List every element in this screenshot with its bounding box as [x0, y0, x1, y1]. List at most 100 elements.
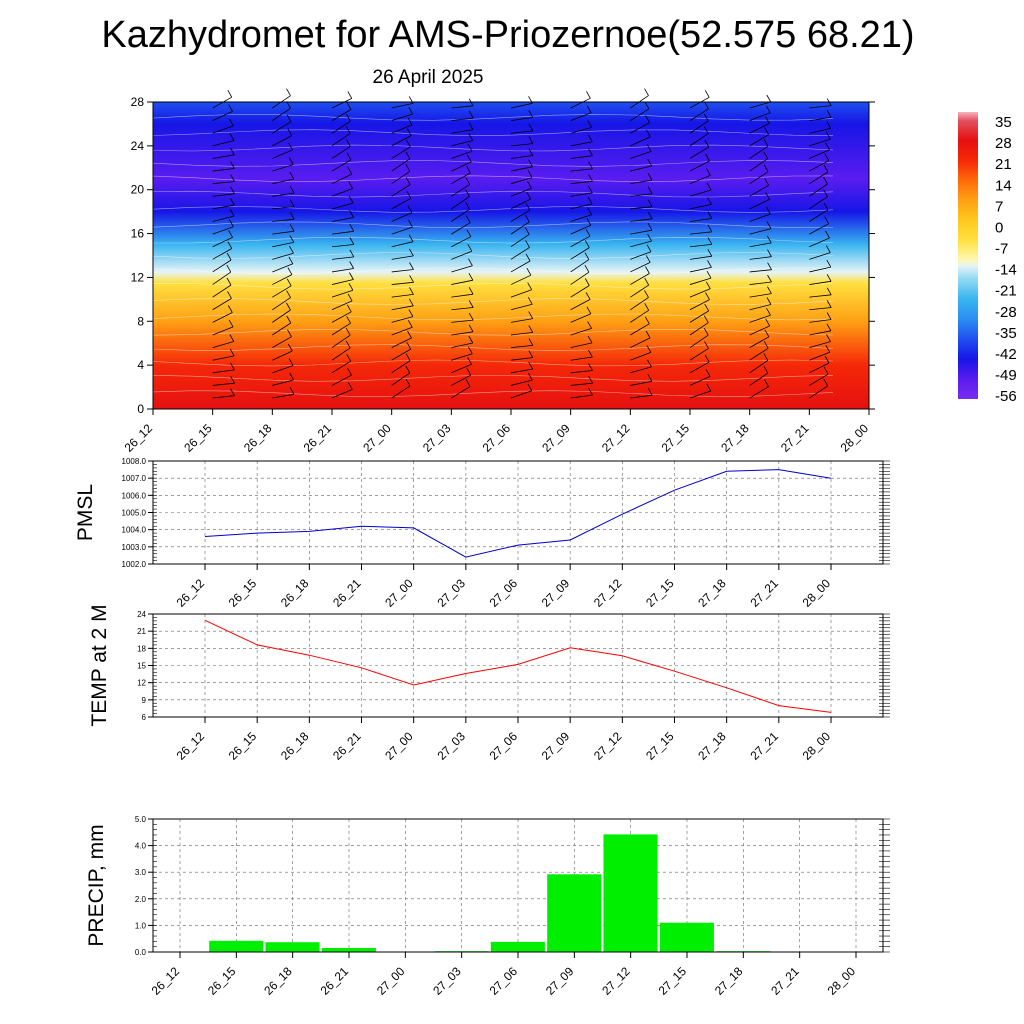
- wind-barb-staff: [451, 353, 473, 361]
- y-tick-label: 18: [137, 644, 146, 653]
- wind-barb-flag: [230, 388, 235, 396]
- wind-barb-flag: [704, 354, 710, 363]
- wind-barb-flag: [766, 94, 772, 103]
- wind-barb-flag: [408, 219, 413, 228]
- wind-barb-staff: [689, 175, 711, 185]
- wind-barb-staff: [570, 192, 593, 197]
- wind-barb-staff: [510, 368, 533, 374]
- isotherm-lines: [152, 114, 834, 397]
- wind-barb-staff: [630, 394, 653, 399]
- wind-barb-flag: [528, 325, 534, 333]
- wind-barb-flag: [229, 208, 235, 217]
- wind-barb-staff: [630, 284, 649, 298]
- wind-barb-staff: [391, 337, 412, 348]
- wind-barb-flag: [588, 185, 593, 194]
- wind-barb-staff: [510, 332, 533, 336]
- wind-barb-staff: [451, 196, 470, 210]
- wind-barb-staff: [510, 318, 533, 323]
- isotherm-line: [152, 344, 834, 351]
- x-tick-label: 26_21: [330, 729, 364, 763]
- wind-barb-flag: [349, 237, 355, 245]
- wind-barb-flag: [226, 252, 232, 261]
- wind-barb-flag: [645, 115, 650, 123]
- wind-barb-staff: [451, 117, 474, 122]
- wind-barb-flag: [764, 379, 769, 387]
- wind-barb-flag: [705, 153, 710, 162]
- precip-bar: [603, 834, 658, 952]
- wind-barb-flag: [528, 350, 534, 358]
- wind-barb-flag: [763, 341, 769, 349]
- precip-panel: 0.0 1.0 2.0 3.0 4.0 5.0 26_12 26_15 26_18 26_21 27…: [85, 815, 890, 998]
- wind-barb-staff: [451, 319, 474, 323]
- x-tick-label: 27_06: [487, 729, 521, 763]
- wind-barb-flag: [825, 142, 830, 150]
- wind-barb-flag: [647, 388, 653, 396]
- x-tick-label: 27_06: [487, 964, 521, 998]
- colorbar-label: 7: [995, 198, 1003, 215]
- wind-barb-flag: [349, 261, 355, 269]
- wind-barb-staff: [510, 198, 531, 210]
- wind-barb-flag: [289, 171, 295, 180]
- wind-barb-staff: [272, 322, 292, 336]
- wind-barb-staff: [391, 212, 412, 222]
- y-tick-label: 21: [137, 627, 146, 636]
- wind-barb-staff: [809, 351, 830, 361]
- wind-barb-flag: [346, 304, 352, 312]
- wind-barb-staff: [630, 136, 651, 147]
- wind-barb-flag: [348, 181, 353, 189]
- wind-barb-flag: [825, 245, 831, 253]
- wind-barb-staff: [331, 322, 351, 336]
- wind-barb-flag: [346, 354, 352, 362]
- wind-barb-flag: [528, 110, 534, 118]
- wind-barb-flag: [286, 302, 291, 311]
- wind-barb-staff: [570, 141, 593, 147]
- isotherm-line: [152, 221, 834, 229]
- wind-barb-flag: [227, 90, 233, 98]
- x-tick-label: 26_18: [261, 964, 295, 998]
- wind-barb-flag: [704, 139, 710, 148]
- wind-barb-staff: [689, 390, 711, 399]
- wind-barb-staff: [212, 168, 235, 172]
- wind-barb-flag: [406, 139, 411, 148]
- wind-barb-staff: [451, 386, 471, 399]
- x-tick-label: 26_21: [330, 576, 364, 610]
- wind-barb-flag: [525, 240, 530, 248]
- wind-barb-staff: [570, 247, 590, 260]
- wind-barb-flag: [347, 91, 353, 99]
- wind-barb-flag: [765, 318, 771, 327]
- wind-barb-staff: [451, 236, 472, 248]
- wind-barb-staff: [272, 164, 294, 172]
- wind-barb-staff: [331, 133, 351, 147]
- colorbar-label: -56: [995, 388, 1017, 405]
- wind-barb-flag: [348, 195, 354, 204]
- wind-barb-staff: [510, 143, 533, 147]
- wind-barb-staff: [212, 154, 235, 159]
- wind-barb-flag: [528, 136, 534, 144]
- wind-barb-staff: [570, 214, 592, 222]
- x-tick-label: 27_18: [712, 964, 746, 998]
- wind-barb-flag: [528, 123, 534, 132]
- wind-barb-flag: [647, 223, 653, 231]
- wind-barb-staff: [630, 366, 652, 374]
- wind-barb-flag: [647, 374, 653, 382]
- x-tick-label: 27_15: [643, 576, 677, 610]
- x-tick-label: 27_03: [434, 576, 468, 610]
- wind-barb-flag: [765, 105, 771, 113]
- wind-barb-staff: [451, 250, 472, 260]
- wind-barb-staff: [331, 109, 352, 121]
- wind-barb-staff: [331, 120, 351, 134]
- wind-barb-staff: [451, 363, 472, 374]
- wind-barb-flag: [825, 131, 831, 140]
- wind-barb-staff: [451, 222, 471, 235]
- wind-barb-staff: [510, 303, 533, 311]
- y-tick-label: 24: [137, 610, 146, 619]
- wind-barb-staff: [630, 122, 650, 134]
- wind-barb-staff: [630, 151, 652, 159]
- wind-barb-staff: [510, 247, 530, 260]
- wind-barb-flag: [289, 387, 295, 395]
- wind-barb-flag: [407, 117, 413, 125]
- x-tick-label: 28_00: [825, 964, 859, 998]
- colorbar-label: 28: [995, 135, 1012, 152]
- wind-barb-staff: [212, 140, 235, 147]
- wind-barb-flag: [764, 127, 769, 135]
